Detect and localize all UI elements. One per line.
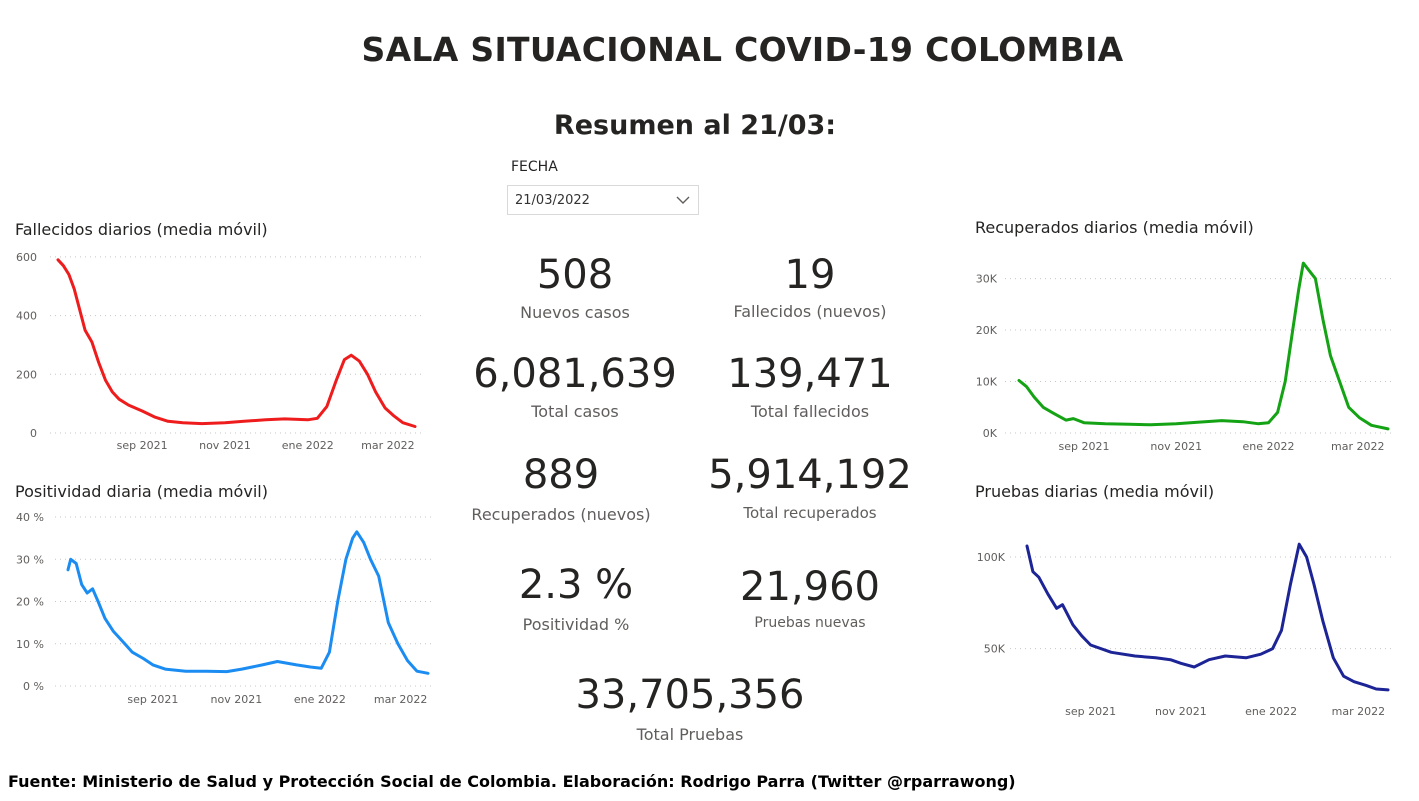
kpi-value: 2.3 % [518, 562, 634, 608]
x-tick-label: nov 2021 [1155, 705, 1207, 718]
kpi-pruebas-nuevas: 21,960 Pruebas nuevas [710, 567, 910, 631]
x-tick-label: nov 2021 [1150, 440, 1202, 453]
x-tick-label: nov 2021 [211, 693, 263, 706]
kpi-label: Total recuperados [743, 504, 877, 522]
kpi-label: Total Pruebas [636, 725, 744, 744]
y-tick-label: 20 % [16, 596, 44, 609]
y-tick-label: 10 % [16, 638, 44, 651]
kpi-value: 6,081,639 [473, 351, 677, 397]
date-slicer-value: 21/03/2022 [515, 193, 590, 208]
series-line [56, 258, 417, 428]
x-tick-label: sep 2021 [117, 439, 168, 452]
y-tick-label: 20K [976, 324, 998, 337]
source-footer: Fuente: Ministerio de Salud y Protección… [8, 772, 1016, 791]
date-slicer-dropdown[interactable]: 21/03/2022 [507, 185, 699, 215]
kpi-label: Pruebas nuevas [754, 615, 866, 631]
page-subtitle: Resumen al 21/03: [553, 110, 837, 141]
kpi-fallecidos-nuevos: 19 Fallecidos (nuevos) [710, 255, 910, 321]
chart-title-recuperados: Recuperados diarios (media móvil) [975, 218, 1254, 237]
chevron-down-icon [676, 196, 690, 204]
y-tick-label: 0 % [23, 680, 44, 693]
kpi-value: 139,471 [727, 351, 893, 397]
chart-title-pruebas: Pruebas diarias (media móvil) [975, 482, 1215, 501]
kpi-value: 5,914,192 [708, 452, 912, 498]
y-tick-label: 0 [30, 427, 37, 440]
date-slicer-label: FECHA [511, 159, 558, 175]
kpi-label: Total fallecidos [750, 402, 870, 421]
y-tick-label: 200 [16, 368, 37, 381]
kpi-total-casos: 6,081,639 Total casos [455, 354, 695, 421]
y-tick-label: 600 [16, 251, 37, 264]
x-tick-label: ene 2022 [282, 439, 334, 452]
x-tick-label: mar 2022 [361, 439, 414, 452]
y-tick-label: 0K [983, 427, 998, 440]
y-tick-label: 100K [977, 551, 1006, 564]
x-tick-label: ene 2022 [1243, 440, 1295, 453]
y-tick-label: 30K [976, 273, 998, 286]
kpi-label: Positividad % [522, 615, 630, 634]
x-tick-label: ene 2022 [1245, 705, 1297, 718]
kpi-recuperados-nuevos: 889 Recuperados (nuevos) [461, 455, 661, 524]
chart-title-positividad: Positividad diaria (media móvil) [15, 482, 268, 501]
kpi-label: Recuperados (nuevos) [471, 505, 651, 524]
x-tick-label: sep 2021 [1059, 440, 1110, 453]
y-tick-label: 50K [984, 643, 1006, 656]
kpi-label: Total casos [531, 402, 619, 421]
y-tick-label: 30 % [16, 553, 44, 566]
x-tick-label: sep 2021 [1065, 705, 1116, 718]
kpi-value: 508 [536, 252, 614, 298]
x-tick-label: mar 2022 [374, 693, 427, 706]
y-tick-label: 40 % [16, 511, 44, 524]
x-tick-label: mar 2022 [1331, 440, 1384, 453]
kpi-value: 19 [784, 252, 836, 298]
y-tick-label: 400 [16, 310, 37, 323]
kpi-value: 889 [522, 452, 600, 498]
kpi-total-recuperados: 5,914,192 Total recuperados [690, 455, 930, 522]
series-line [1025, 542, 1390, 692]
y-tick-label: 10K [976, 376, 998, 389]
kpi-total-pruebas: 33,705,356 Total Pruebas [565, 675, 815, 744]
kpi-label: Nuevos casos [520, 303, 630, 322]
kpi-positividad: 2.3 % Positividad % [476, 565, 676, 634]
kpi-total-fallecidos: 139,471 Total fallecidos [690, 354, 930, 421]
series-line [1017, 261, 1390, 431]
kpi-value: 21,960 [740, 564, 880, 610]
x-tick-label: mar 2022 [1332, 705, 1385, 718]
x-tick-label: ene 2022 [294, 693, 346, 706]
kpi-label: Fallecidos (nuevos) [733, 302, 887, 321]
page-title: SALA SITUACIONAL COVID-19 COLOMBIA [361, 30, 1124, 69]
x-tick-label: nov 2021 [199, 439, 251, 452]
x-tick-label: sep 2021 [127, 693, 178, 706]
kpi-nuevos-casos: 508 Nuevos casos [475, 255, 675, 322]
series-line [66, 530, 430, 675]
kpi-value: 33,705,356 [575, 672, 805, 718]
chart-title-fallecidos: Fallecidos diarios (media móvil) [15, 220, 268, 239]
